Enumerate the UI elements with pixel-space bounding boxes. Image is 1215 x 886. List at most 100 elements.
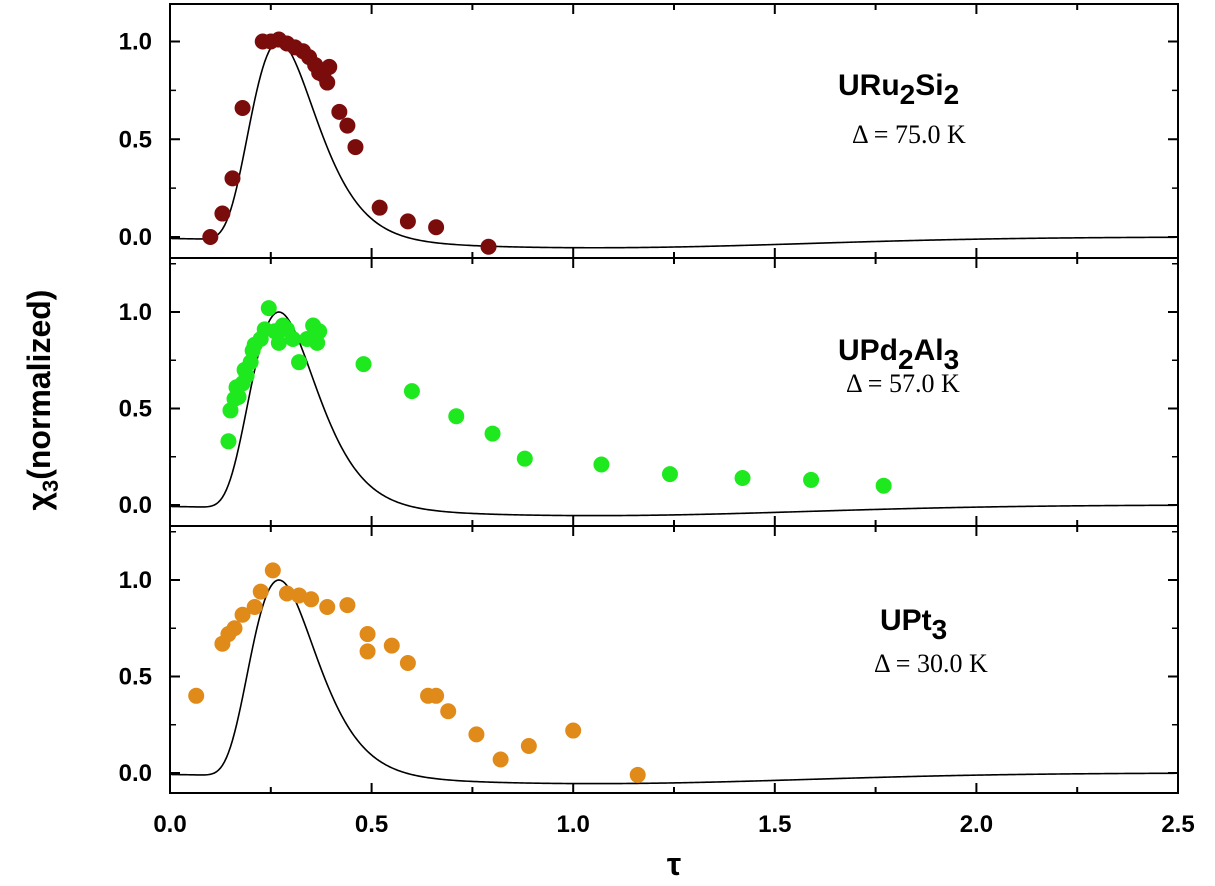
x-tick-label: 2.0 [960,811,993,838]
x-tick-label: 1.0 [557,811,590,838]
data-point [484,425,501,442]
x-axis: 0.0 0.5 1.0 1.5 2.0 2.5 [153,811,1194,838]
x-tick-label: 2.5 [1161,811,1194,838]
compound-label-part: UPt [880,604,932,637]
compound-label-part: UPd [838,334,898,367]
data-series [202,31,497,255]
data-point [383,637,400,654]
panel-3: 0.0 0.5 1.0 UPt3 Δ = 30.0 K [119,525,1179,794]
y-tick-label: 1.0 [119,299,152,326]
data-point [399,654,416,671]
data-point [399,213,416,230]
compound-label-part: Si [915,69,943,102]
y-axis-title-rest: (normalized) [21,290,57,480]
data-point [188,687,205,704]
data-point [224,170,241,187]
y-tick-label: 0.5 [119,126,152,153]
y-tick-label: 0.0 [119,224,152,251]
data-point [629,766,646,783]
data-point [403,383,420,400]
data-point [278,585,295,602]
panel-frame [169,525,1179,794]
compound-label: UPd2Al3 [838,334,959,375]
gap-label: Δ = 75.0 K [852,120,966,149]
y-tick-label: 1.0 [119,29,152,56]
data-point [246,599,263,616]
compound-label: URu2Si2 [838,69,959,110]
compound-label-subscript: 3 [932,614,948,645]
data-point [359,643,376,660]
data-point [875,477,892,494]
y-axis: 0.0 0.5 1.0 [119,263,1178,519]
data-point [319,599,336,616]
data-point [238,367,255,384]
data-point [468,726,485,743]
gap-label: Δ = 30.0 K [874,649,988,678]
data-point [516,450,533,467]
y-tick-label: 0.0 [119,492,152,519]
data-point [734,469,751,486]
y-tick-label: 1.0 [119,567,152,594]
compound-label-subscript: 3 [944,344,960,375]
data-point [234,99,251,116]
data-point [319,74,336,91]
data-point [661,466,678,483]
data-point [347,139,364,156]
y-tick-label: 0.5 [119,664,152,691]
model-curve [169,40,1178,249]
model-curve [169,311,1179,517]
gap-label: Δ = 57.0 K [846,369,960,398]
data-point [339,117,356,134]
compound-label-subscript: 2 [900,79,916,110]
x-tick-label: 1.5 [758,811,791,838]
y-axis: 0.0 0.5 1.0 [119,531,1178,787]
data-point [270,334,287,351]
data-point [593,456,610,473]
data-point [234,606,251,623]
data-point [492,751,509,768]
data-point [448,408,465,425]
data-point [230,388,247,405]
data-point [264,562,281,579]
data-point [520,737,537,754]
compound-label-subscript: 2 [944,79,960,110]
compound-label: UPt3 [880,604,947,645]
panel-x-ticks [169,258,1179,526]
data-point [440,703,457,720]
data-series [188,562,646,783]
x-tick-label: 0.5 [355,811,388,838]
data-point [565,722,582,739]
data-point [284,331,301,348]
panel-frame [169,257,1179,527]
data-point [260,300,277,317]
data-point [480,238,497,255]
model-curve [169,579,1179,785]
data-point [214,205,231,222]
data-point [428,687,445,704]
data-point [291,354,308,371]
data-point [371,199,388,216]
data-point [331,103,348,120]
data-point [202,229,219,245]
y-axis-title: χ3(normalized) [21,290,63,511]
y-tick-label: 0.5 [119,396,152,423]
compound-label-subscript: 2 [898,344,914,375]
compound-label-part: URu [838,69,900,102]
data-point [355,356,372,373]
data-point [226,620,243,637]
data-point [339,597,356,614]
y-axis-title-subscript: 3 [38,480,63,492]
data-point [220,433,237,450]
compound-label-part: Al [914,334,944,367]
data-point [311,323,328,340]
data-point [359,626,376,643]
data-point [803,471,820,488]
y-axis-title-main: χ [21,491,57,510]
data-point [291,587,308,604]
x-axis-title: τ [667,846,681,882]
data-point [303,591,320,608]
